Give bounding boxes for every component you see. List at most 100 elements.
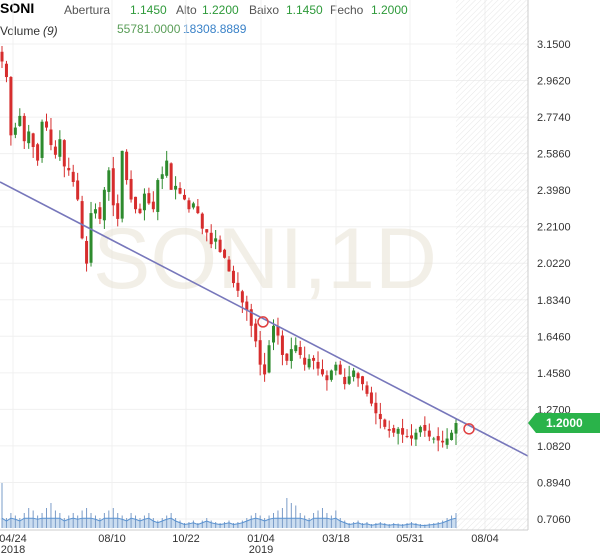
candle <box>40 119 44 163</box>
x-tick-label: 08/10 <box>98 533 126 545</box>
candle <box>436 427 440 452</box>
candle <box>249 303 253 338</box>
x-tick-year: 2018 <box>1 544 25 556</box>
y-tick-label: 1.0820 <box>537 441 571 453</box>
watermark: SONI,1D <box>93 211 437 307</box>
candle <box>343 368 347 390</box>
y-tick-label: 1.8340 <box>537 295 571 307</box>
candle <box>187 197 191 213</box>
candle <box>263 352 267 382</box>
trendline-anchor-1[interactable] <box>257 316 269 328</box>
x-tick-label: 01/04 <box>247 533 275 545</box>
x-tick-label: 04/24 <box>0 533 27 545</box>
volume-bars <box>1 483 457 528</box>
candle <box>289 337 293 369</box>
candle <box>374 392 378 425</box>
close-value: 1.2000 <box>371 3 408 17</box>
close-label: Fecho <box>330 3 364 17</box>
candle <box>165 150 169 178</box>
candle <box>174 176 178 200</box>
candle <box>93 203 97 219</box>
candle <box>120 150 124 223</box>
high-value: 1.2200 <box>202 3 239 17</box>
candle <box>67 157 71 176</box>
candle <box>156 178 160 221</box>
candle <box>387 420 391 438</box>
future-zone <box>456 0 528 530</box>
candle <box>427 423 431 442</box>
candle <box>258 330 262 376</box>
candle <box>0 46 4 69</box>
candle <box>102 187 106 229</box>
candle <box>111 156 115 217</box>
candle <box>58 130 62 161</box>
candle <box>338 360 342 375</box>
candle <box>182 189 186 201</box>
candle <box>307 354 311 370</box>
y-tick-label: 0.7060 <box>537 514 571 526</box>
candle <box>352 367 356 382</box>
candle <box>53 140 57 159</box>
candle <box>76 172 80 202</box>
last-price-value: 1.2000 <box>546 416 583 430</box>
open-value: 1.1450 <box>130 3 167 17</box>
indicator-param: (9) <box>43 24 58 38</box>
candle <box>231 265 235 288</box>
candle <box>129 170 133 203</box>
y-tick-label: 2.2100 <box>537 222 571 234</box>
indicator-name: Volume <box>0 24 41 38</box>
candle <box>4 60 8 83</box>
candle <box>236 272 240 297</box>
y-tick-label: 2.0220 <box>537 258 571 270</box>
candle <box>396 426 400 445</box>
candle <box>378 402 382 429</box>
candle <box>245 295 249 321</box>
candle <box>151 191 155 213</box>
low-value: 1.1450 <box>286 3 323 17</box>
candlesticks <box>0 46 458 452</box>
candle <box>147 187 151 205</box>
candle <box>320 359 324 377</box>
candle <box>276 317 280 345</box>
candle <box>223 248 227 259</box>
candle <box>45 113 49 131</box>
x-tick-year: 2019 <box>249 544 273 556</box>
y-tick-label: 1.6460 <box>537 331 571 343</box>
candle <box>356 371 360 387</box>
y-tick-label: 2.7740 <box>537 112 571 124</box>
candle <box>441 430 445 448</box>
candle <box>414 428 418 446</box>
chart-grid <box>0 0 528 530</box>
candle <box>280 330 284 366</box>
candle <box>325 370 329 391</box>
candle <box>227 256 231 272</box>
candle <box>312 355 316 370</box>
candle <box>62 139 66 178</box>
candle <box>218 235 222 253</box>
volume-value: 55781.0000 <box>117 22 181 36</box>
candle <box>85 236 89 272</box>
candle <box>423 416 427 437</box>
candle <box>13 122 17 139</box>
x-tick-label: 08/04 <box>471 533 499 545</box>
volume-avg-value: 18308.8889 <box>183 22 247 36</box>
x-tick-label: 03/18 <box>322 533 350 545</box>
candle <box>347 365 351 386</box>
candle <box>22 113 26 150</box>
trendline[interactable] <box>0 181 529 457</box>
trendline-anchor-2[interactable] <box>463 423 475 435</box>
candle <box>450 429 454 441</box>
y-tick-label: 2.5860 <box>537 149 571 161</box>
candle <box>191 201 195 210</box>
price-axis: 3.1500 2.9620 2.7740 2.5860 2.3980 2.2100 2.02… <box>537 39 571 526</box>
open-label: Abertura <box>64 3 111 17</box>
candle <box>9 76 13 146</box>
candle <box>178 182 182 195</box>
candle <box>160 166 164 190</box>
candle <box>267 340 271 374</box>
candle <box>80 195 84 240</box>
candle <box>254 318 258 348</box>
y-tick-label: 2.3980 <box>537 185 571 197</box>
